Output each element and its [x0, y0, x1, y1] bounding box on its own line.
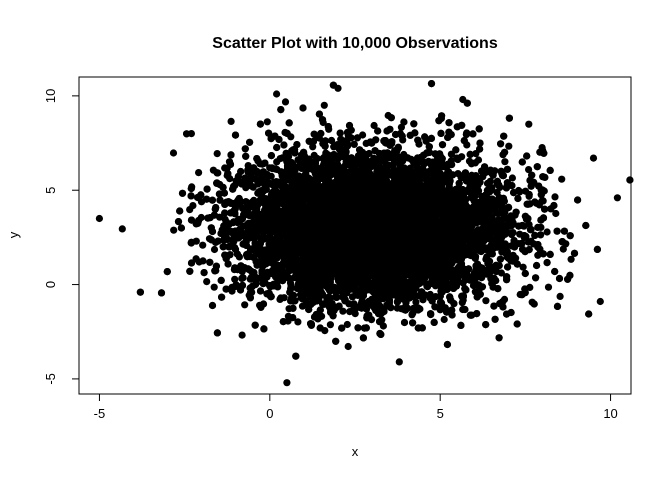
data-point — [552, 209, 560, 218]
data-point — [186, 206, 194, 214]
data-point — [281, 98, 290, 106]
data-point — [195, 169, 203, 177]
data-point — [440, 315, 448, 324]
data-point — [227, 117, 235, 125]
data-point — [326, 321, 334, 329]
data-point — [231, 275, 239, 283]
data-point — [339, 307, 347, 315]
data-point — [294, 318, 302, 326]
data-point — [544, 283, 553, 291]
chart-title: Scatter Plot with 10,000 Observations — [212, 35, 498, 52]
data-point — [556, 292, 564, 300]
data-point — [210, 283, 218, 291]
data-point — [263, 118, 271, 126]
data-point — [238, 331, 246, 339]
data-point — [558, 175, 566, 183]
data-point — [169, 149, 178, 157]
data-points — [95, 80, 634, 387]
data-point — [203, 278, 211, 286]
data-point — [370, 121, 378, 130]
data-point — [482, 297, 490, 305]
data-point — [344, 342, 352, 351]
data-point — [543, 228, 551, 236]
data-point — [205, 235, 214, 243]
data-point — [508, 174, 516, 182]
data-point — [118, 225, 126, 233]
data-point — [267, 172, 275, 180]
